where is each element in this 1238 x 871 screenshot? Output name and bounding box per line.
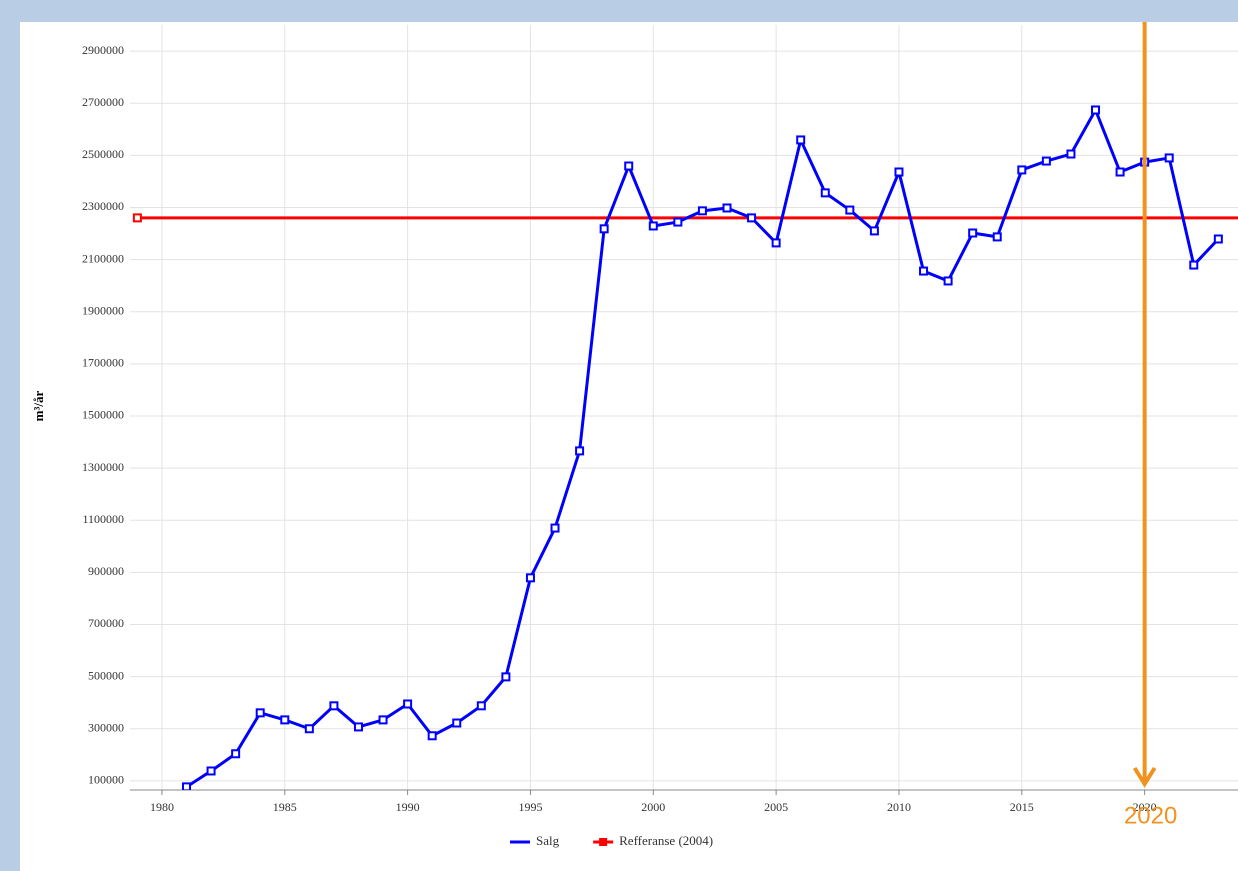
point-marker — [550, 523, 560, 533]
point-marker — [1066, 149, 1076, 159]
point-marker — [919, 266, 929, 276]
x-tick-label: 2005 — [764, 800, 788, 814]
y-tick-label: 100000 — [88, 773, 124, 787]
point-marker — [722, 203, 732, 213]
point-marker — [624, 161, 634, 171]
point-marker — [968, 228, 978, 238]
point-marker — [943, 276, 953, 286]
point-marker — [599, 224, 609, 234]
y-tick-label: 2500000 — [82, 147, 124, 161]
point-marker — [796, 135, 806, 145]
point-marker — [525, 573, 535, 583]
y-tick-label: 2700000 — [82, 95, 124, 109]
point-marker — [1164, 153, 1174, 163]
x-tick-label: 1985 — [273, 800, 297, 814]
point-marker — [452, 718, 462, 728]
point-marker — [845, 205, 855, 215]
point-marker — [1017, 165, 1027, 175]
point-marker — [206, 766, 216, 776]
point-marker — [182, 782, 192, 790]
point-marker — [255, 708, 265, 718]
overlay: Salg Refferanse (2004) 2020 — [510, 22, 1177, 848]
point-marker — [992, 232, 1002, 242]
y-tick-label: 1500000 — [82, 408, 124, 422]
point-marker — [329, 701, 339, 711]
y-axis-label: m³/år — [31, 390, 46, 421]
legend-label: Refferanse (2004) — [619, 833, 713, 848]
point-marker — [771, 238, 781, 248]
legend-marker — [599, 838, 608, 846]
point-marker — [894, 167, 904, 177]
x-tick-label: 2020 — [1133, 800, 1157, 814]
x-tick-label: 1995 — [518, 800, 542, 814]
point-marker — [1213, 234, 1223, 244]
annotation-label: 2020 — [1124, 802, 1177, 829]
point-marker — [304, 724, 314, 734]
point-marker — [1091, 105, 1101, 115]
point-marker — [403, 699, 413, 709]
y-tick-label: 1700000 — [82, 356, 124, 370]
x-tick-label: 1980 — [150, 800, 174, 814]
point-marker — [747, 213, 757, 223]
y-tick-label: 1100000 — [82, 512, 124, 526]
point-marker — [476, 701, 486, 711]
chart-background — [20, 22, 1238, 871]
point-marker — [501, 672, 511, 682]
y-tick-label: 2900000 — [82, 43, 124, 57]
y-tick-label: 900000 — [88, 564, 124, 578]
point-marker — [132, 213, 142, 223]
point-marker — [1189, 260, 1199, 270]
point-marker — [427, 731, 437, 741]
point-marker — [648, 221, 658, 231]
point-marker — [353, 722, 363, 732]
legend-label: Salg — [536, 833, 560, 848]
x-tick-label: 1990 — [396, 800, 420, 814]
y-tick-label: 2100000 — [82, 251, 124, 265]
y-tick-label: 1300000 — [82, 460, 124, 474]
x-tick-label: 2015 — [1010, 800, 1034, 814]
point-marker — [231, 749, 241, 759]
annotation-arrowhead — [1132, 766, 1157, 788]
point-marker — [575, 446, 585, 456]
point-marker — [1115, 167, 1125, 177]
grid: 100000 300000 500000 700000 900000 1100000 130… — [82, 25, 1238, 814]
plot-area — [132, 105, 1238, 790]
x-tick-label: 2010 — [887, 800, 911, 814]
y-tick-label: 300000 — [88, 720, 124, 734]
point-marker — [673, 217, 683, 227]
x-tick-label: 2000 — [641, 800, 665, 814]
y-tick-label: 2300000 — [82, 199, 124, 213]
point-marker — [820, 188, 830, 198]
point-marker — [1041, 156, 1051, 166]
point-marker — [280, 715, 290, 725]
point-marker — [378, 715, 388, 725]
y-tick-label: 500000 — [88, 668, 124, 682]
point-marker — [869, 226, 879, 236]
point-marker — [697, 206, 707, 216]
y-tick-label: 1900000 — [82, 303, 124, 317]
y-tick-label: 700000 — [88, 616, 124, 630]
